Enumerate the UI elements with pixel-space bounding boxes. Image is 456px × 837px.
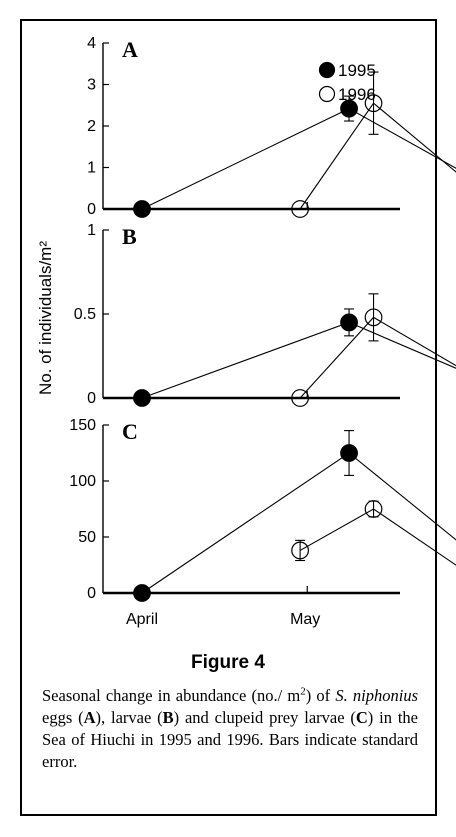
legend-marker-1995: [318, 61, 336, 79]
series-line-1995: [141, 321, 456, 399]
y-tick-label: 150: [69, 417, 96, 434]
series-line-1995: [141, 107, 456, 210]
panel-label: C: [122, 419, 138, 444]
data-point-1995: [340, 99, 358, 118]
legend-label-1995: 1995: [338, 61, 376, 80]
figure-chart: 01234A1995199600.51B050100150CAprilMayJu…: [36, 35, 456, 628]
panel-label: A: [122, 37, 138, 62]
caption-segment: S. niphonius: [335, 686, 418, 705]
figure-frame: [20, 19, 437, 816]
caption-segment: ), larvae (: [95, 708, 163, 727]
data-point-1995: [340, 444, 358, 462]
legend-marker-1996: [318, 85, 336, 103]
y-tick-label: 4: [87, 35, 96, 52]
panel-b: 0 0.5 1 B: [74, 222, 456, 407]
y-tick-label: 0: [87, 585, 96, 602]
caption-segment: 2: [300, 685, 306, 698]
caption-segment: eggs (: [42, 708, 84, 727]
y-tick-label: 1: [87, 222, 96, 239]
data-point-1995: [133, 389, 151, 407]
panel-c: 0 50 100 150 C: [69, 417, 456, 602]
data-point-1996: [291, 200, 310, 218]
caption-segment: B: [162, 708, 174, 727]
panel-label: B: [122, 224, 137, 249]
panel-a: 0 1 2 3 4 A 1995 1996: [87, 35, 456, 218]
y-tick-label: 0: [87, 390, 96, 407]
y-tick-label: 2: [87, 118, 96, 135]
y-tick-label: 0: [87, 201, 96, 218]
data-point-1995: [133, 200, 151, 218]
y-tick-label: 3: [87, 77, 96, 94]
caption-segment: C: [355, 708, 368, 727]
data-point-1996: [364, 308, 383, 327]
y-axis-title: No. of individuals/m²: [36, 241, 55, 395]
caption-segment: ) and clupeid prey larvae (: [173, 708, 356, 727]
legend-label-1996: 1996: [338, 85, 376, 104]
caption-segment: A: [83, 708, 96, 727]
figure-title: Figure 4: [191, 652, 265, 673]
caption-segment: Seasonal change in abundance (no./ m: [42, 686, 301, 705]
figure-caption: Seasonal change in abundance (no./ m2) o…: [42, 685, 418, 773]
data-point-1996: [291, 541, 310, 560]
caption-segment: ) of: [305, 686, 336, 705]
data-point-1995: [133, 584, 151, 602]
y-tick-label: 100: [69, 473, 96, 490]
caption-segment: ) in the Sea of Hiuchi in 1995 and 1996.…: [42, 708, 418, 771]
data-point-1996: [364, 500, 383, 518]
series-line-1996: [299, 102, 456, 210]
legend: 1995 1996: [318, 61, 376, 104]
y-tick-label: 0.5: [74, 306, 96, 323]
y-tick-label: 1: [87, 160, 96, 177]
series-line-1995: [141, 452, 456, 594]
data-point-1996: [364, 94, 383, 113]
x-category-label: May: [290, 611, 320, 628]
data-point-1996: [291, 389, 310, 407]
x-category-label: April: [126, 611, 158, 628]
data-point-1995: [340, 313, 358, 332]
y-tick-label: 50: [78, 529, 96, 546]
series-line-1996: [299, 508, 456, 566]
